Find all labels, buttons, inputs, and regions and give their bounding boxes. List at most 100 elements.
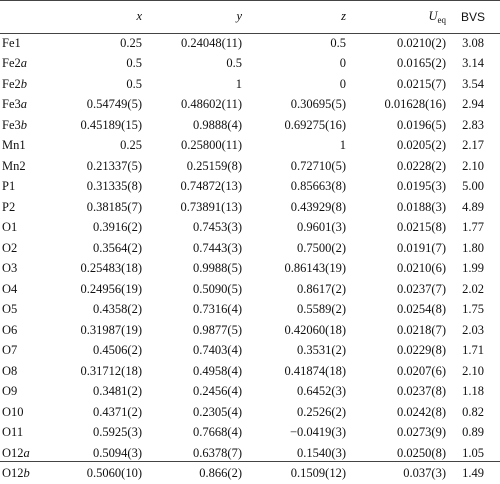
z-cell: 0.9601(3) (242, 218, 346, 239)
z-cell: 0.7500(2) (242, 238, 346, 259)
y-cell: 0.5 (142, 54, 242, 75)
y-cell: 0.2305(4) (142, 402, 242, 423)
y-cell: 0.7443(3) (142, 238, 242, 259)
atom-name: O12 (2, 466, 24, 480)
z-cell: 0.69275(16) (242, 115, 346, 136)
ueq-cell: 0.0195(3) (346, 177, 446, 198)
ueq-cell: 0.0210(6) (346, 259, 446, 280)
bvs-cell: 1.80 (446, 238, 500, 259)
atom-name: O11 (2, 425, 23, 439)
atom-label-cell: O11 (0, 423, 62, 444)
bvs-cell: 1.77 (446, 218, 500, 239)
bvs-cell: 2.94 (446, 95, 500, 116)
header-z: z (242, 0, 346, 33)
y-cell: 0.25800(11) (142, 136, 242, 157)
x-cell: 0.31712(18) (62, 361, 142, 382)
atom-label-cell: Fe2b (0, 74, 62, 95)
ueq-cell: 0.01628(16) (346, 95, 446, 116)
ueq-cell: 0.0215(7) (346, 74, 446, 95)
z-cell: 1 (242, 136, 346, 157)
y-cell: 0.2456(4) (142, 382, 242, 403)
header-y-label: y (236, 9, 242, 23)
header-atom (0, 0, 62, 33)
y-cell: 0.9988(5) (142, 259, 242, 280)
z-cell: 0 (242, 54, 346, 75)
y-cell: 0.74872(13) (142, 177, 242, 198)
atom-label-cell: Fe3b (0, 115, 62, 136)
y-cell: 0.48602(11) (142, 95, 242, 116)
atom-label-cell: O5 (0, 300, 62, 321)
x-cell: 0.31335(8) (62, 177, 142, 198)
y-cell: 1 (142, 74, 242, 95)
ueq-cell: 0.0196(5) (346, 115, 446, 136)
y-cell: 0.9888(4) (142, 115, 242, 136)
header-ueq-sub: eq (438, 15, 447, 25)
x-cell: 0.4358(2) (62, 300, 142, 321)
atom-name: Fe3 (2, 118, 21, 132)
z-cell: 0.42060(18) (242, 320, 346, 341)
atom-label-cell: O2 (0, 238, 62, 259)
z-cell: −0.0419(3) (242, 423, 346, 444)
z-cell: 0 (242, 74, 346, 95)
y-cell: 0.73891(13) (142, 197, 242, 218)
y-cell: 0.24048(11) (142, 33, 242, 54)
table-header: x y z Ueq BVS (0, 0, 500, 33)
atom-name: O8 (2, 364, 17, 378)
ueq-cell: 0.0242(8) (346, 402, 446, 423)
atom-name: Fe1 (2, 36, 21, 50)
z-cell: 0.86143(19) (242, 259, 346, 280)
atom-label-cell: O9 (0, 382, 62, 403)
ueq-cell: 0.0237(7) (346, 279, 446, 300)
atom-suffix: a (21, 56, 27, 70)
bvs-cell: 2.03 (446, 320, 500, 341)
ueq-cell: 0.0273(9) (346, 423, 446, 444)
x-cell: 0.25 (62, 33, 142, 54)
bvs-cell: 1.99 (446, 259, 500, 280)
atom-name: Fe2 (2, 77, 21, 91)
atom-label-cell: Fe3a (0, 95, 62, 116)
ueq-cell: 0.0229(8) (346, 341, 446, 362)
atom-name: O1 (2, 220, 17, 234)
atom-name: O9 (2, 384, 17, 398)
atom-label-cell: Fe1 (0, 33, 62, 54)
atom-name: O3 (2, 261, 17, 275)
atom-suffix: a (24, 446, 30, 460)
z-cell: 0.1509(12) (242, 464, 346, 484)
ueq-cell: 0.0165(2) (346, 54, 446, 75)
header-ueq: Ueq (346, 0, 446, 33)
bvs-cell: 1.49 (446, 464, 500, 484)
bvs-cell: 0.82 (446, 402, 500, 423)
atom-suffix: b (21, 77, 27, 91)
ueq-cell: 0.037(3) (346, 464, 446, 484)
atom-label-cell: O10 (0, 402, 62, 423)
atom-label-cell: Fe2a (0, 54, 62, 75)
header-bvs: BVS (446, 0, 500, 33)
atom-name: Mn1 (2, 138, 26, 152)
atom-label-cell: O8 (0, 361, 62, 382)
ueq-cell: 0.0191(7) (346, 238, 446, 259)
bvs-cell: 4.89 (446, 197, 500, 218)
atom-label-cell: O1 (0, 218, 62, 239)
bvs-cell: 2.10 (446, 156, 500, 177)
x-cell: 0.5 (62, 74, 142, 95)
header-y: y (142, 0, 242, 33)
atom-label-cell: O12b (0, 464, 62, 484)
y-cell: 0.7668(4) (142, 423, 242, 444)
table-header-rule (0, 33, 500, 34)
atom-label-cell: Mn1 (0, 136, 62, 157)
